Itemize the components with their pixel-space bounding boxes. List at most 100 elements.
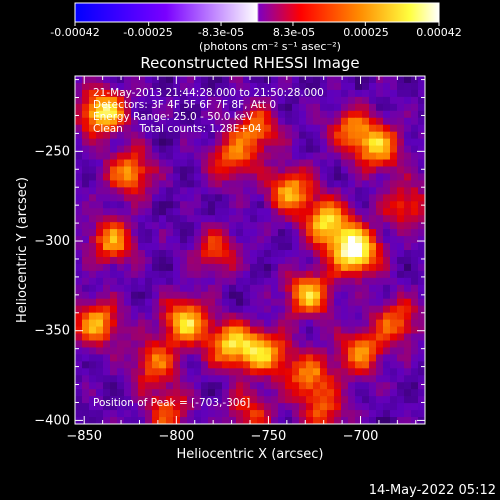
heatmap-cell bbox=[306, 305, 314, 314]
heatmap-cell bbox=[103, 389, 111, 397]
heatmap-cell bbox=[257, 222, 265, 230]
heatmap-cell bbox=[222, 382, 230, 390]
heatmap-cell bbox=[75, 305, 83, 314]
heatmap-cell bbox=[271, 208, 279, 216]
heatmap-cell bbox=[96, 152, 104, 161]
heatmap-cell bbox=[187, 410, 195, 418]
heatmap-cell bbox=[257, 145, 265, 154]
heatmap-cell bbox=[369, 326, 377, 335]
heatmap-cell bbox=[355, 208, 363, 216]
heatmap-cell bbox=[215, 208, 223, 216]
heatmap-cell bbox=[278, 110, 286, 119]
heatmap-cell bbox=[285, 229, 293, 237]
heatmap-cell bbox=[187, 131, 195, 140]
heatmap-cell bbox=[194, 76, 202, 84]
heatmap-cell bbox=[362, 243, 370, 251]
heatmap-cell bbox=[292, 243, 300, 251]
heatmap-cell bbox=[306, 103, 314, 112]
heatmap-cell bbox=[187, 319, 195, 328]
heatmap-cell bbox=[299, 229, 307, 237]
heatmap-cell bbox=[173, 347, 181, 355]
heatmap-cell bbox=[355, 417, 363, 424]
heatmap-cell bbox=[306, 82, 314, 91]
heatmap-cell bbox=[145, 187, 153, 195]
footer-date: 14-May-2022 05:12 bbox=[369, 483, 496, 498]
heatmap-cell bbox=[180, 368, 188, 376]
heatmap-cell bbox=[376, 410, 384, 418]
heatmap-cell bbox=[103, 159, 111, 168]
heatmap-cell bbox=[418, 270, 425, 279]
heatmap-cell bbox=[306, 396, 314, 404]
heatmap-cell bbox=[313, 256, 321, 265]
heatmap-cell bbox=[404, 117, 412, 126]
heatmap-cell bbox=[383, 229, 391, 237]
heatmap-cell bbox=[152, 152, 160, 161]
heatmap-cell bbox=[320, 256, 328, 265]
heatmap-cell bbox=[103, 166, 111, 175]
heatmap-cell bbox=[131, 138, 139, 147]
heatmap-cell bbox=[82, 96, 90, 105]
heatmap-cell bbox=[313, 375, 321, 383]
heatmap-cell bbox=[355, 375, 363, 383]
heatmap-cell bbox=[75, 291, 83, 300]
heatmap-cell bbox=[362, 298, 370, 307]
heatmap-cell bbox=[229, 298, 237, 307]
heatmap-cell bbox=[397, 277, 405, 286]
heatmap-cell bbox=[376, 270, 384, 279]
heatmap-cell bbox=[278, 396, 286, 404]
heatmap-cell bbox=[334, 361, 342, 369]
heatmap-cell bbox=[187, 250, 195, 258]
heatmap-cell bbox=[390, 201, 398, 209]
heatmap-cell bbox=[348, 208, 356, 216]
heatmap-cell bbox=[117, 298, 125, 307]
heatmap-cell bbox=[278, 305, 286, 314]
heatmap-cell bbox=[390, 361, 398, 369]
heatmap-cell bbox=[236, 201, 244, 209]
heatmap-cell bbox=[313, 263, 321, 272]
heatmap-cell bbox=[222, 243, 230, 251]
heatmap-cell bbox=[376, 312, 384, 321]
heatmap-cell bbox=[145, 103, 153, 112]
heatmap-cell bbox=[278, 382, 286, 390]
heatmap-cell bbox=[341, 256, 349, 265]
heatmap-cell bbox=[208, 340, 216, 349]
heatmap-cell bbox=[418, 131, 425, 140]
heatmap-cell bbox=[320, 82, 328, 91]
heatmap-cell bbox=[390, 417, 398, 424]
heatmap-cell bbox=[397, 340, 405, 349]
heatmap-cell bbox=[194, 312, 202, 321]
heatmap-cell bbox=[292, 375, 300, 383]
heatmap-cell bbox=[229, 159, 237, 168]
heatmap-cell bbox=[222, 103, 230, 112]
heatmap-cell bbox=[117, 263, 125, 272]
heatmap-cell bbox=[313, 326, 321, 335]
heatmap-cell bbox=[320, 229, 328, 237]
heatmap-cell bbox=[131, 103, 139, 112]
heatmap-cell bbox=[152, 173, 160, 181]
heatmap-cell bbox=[292, 298, 300, 307]
heatmap-cell bbox=[82, 215, 90, 223]
heatmap-cell bbox=[292, 389, 300, 397]
heatmap-cell bbox=[159, 208, 167, 216]
heatmap-cell bbox=[229, 103, 237, 112]
heatmap-cell bbox=[117, 215, 125, 223]
heatmap-cell bbox=[278, 138, 286, 147]
heatmap-cell bbox=[152, 215, 160, 223]
heatmap-cell bbox=[327, 263, 335, 272]
heatmap-cell bbox=[404, 194, 412, 202]
heatmap-cell bbox=[117, 375, 125, 383]
heatmap-cell bbox=[271, 250, 279, 258]
heatmap-cell bbox=[306, 152, 314, 161]
heatmap-cell bbox=[103, 131, 111, 140]
heatmap-cell bbox=[222, 82, 230, 91]
heatmap-cell bbox=[411, 103, 419, 112]
heatmap-cell bbox=[397, 250, 405, 258]
heatmap-cell bbox=[89, 305, 97, 314]
heatmap-cell bbox=[369, 277, 377, 286]
heatmap-cell bbox=[145, 340, 153, 349]
heatmap-cell bbox=[306, 131, 314, 140]
heatmap-cell bbox=[103, 375, 111, 383]
heatmap-cell bbox=[299, 215, 307, 223]
heatmap-cell bbox=[236, 284, 244, 293]
heatmap-cell bbox=[348, 305, 356, 314]
